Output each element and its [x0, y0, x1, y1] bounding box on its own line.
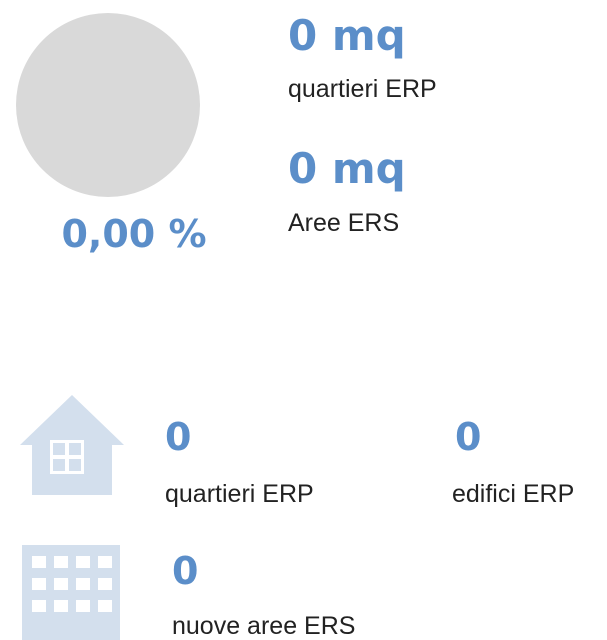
count-label: nuove aree ERS: [172, 612, 355, 640]
percent: 0,00 %: [61, 212, 206, 256]
area-label: Aree ERS: [288, 209, 399, 237]
progress-circle: [16, 13, 200, 197]
count-value: 0: [165, 415, 191, 459]
count-value: 0: [455, 415, 481, 459]
building-icon: [22, 545, 120, 640]
count-label: edifici ERP: [452, 480, 574, 508]
house-icon: [20, 395, 124, 495]
area-value: 0 mq: [288, 11, 406, 60]
area-label: quartieri ERP: [288, 75, 437, 103]
count-label: quartieri ERP: [165, 480, 314, 508]
count-value: 0: [172, 549, 198, 593]
area-value: 0 mq: [288, 144, 406, 193]
